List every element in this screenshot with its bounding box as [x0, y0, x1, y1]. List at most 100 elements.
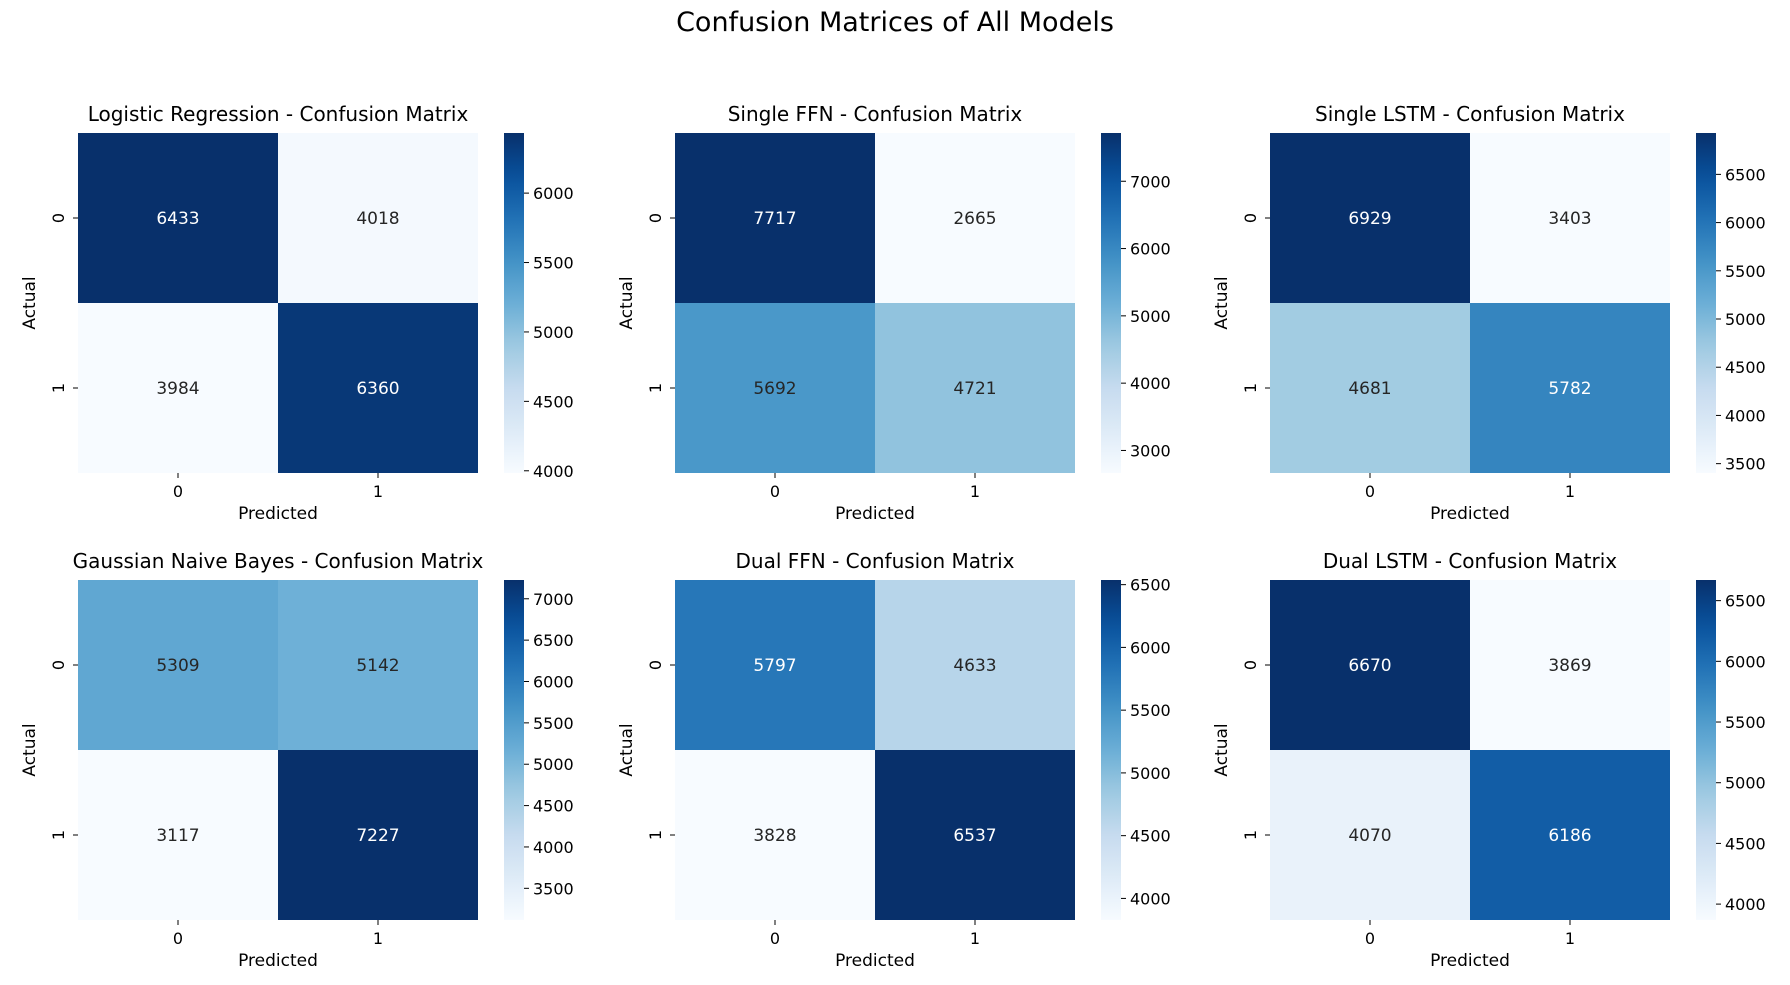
heatmap-cell — [1470, 303, 1670, 473]
y-tick-label: 1 — [646, 383, 665, 393]
x-tick-label: 0 — [770, 482, 780, 501]
heatmap-cell — [1270, 750, 1470, 920]
x-tick-label: 0 — [1365, 929, 1375, 948]
colorbar-tick-label: 4000 — [1725, 895, 1766, 914]
y-axis-label: Actual — [20, 276, 40, 329]
panel-title: Single FFN - Confusion Matrix — [728, 102, 1023, 126]
y-tick-label: 0 — [49, 213, 68, 223]
cell-value-label: 4721 — [953, 379, 996, 399]
colorbar-tick-label: 5000 — [1130, 307, 1171, 326]
colorbar-tick-label: 6500 — [533, 631, 574, 650]
colorbar-tick-label: 6000 — [1725, 652, 1766, 671]
heatmap-cell — [675, 580, 875, 750]
heatmap-cell — [875, 750, 1075, 920]
y-tick-label: 1 — [1241, 383, 1260, 393]
cell-value-label: 4633 — [953, 656, 996, 676]
colorbar — [504, 133, 524, 473]
cell-value-label: 6360 — [356, 379, 399, 399]
x-tick-label: 1 — [970, 929, 980, 948]
panel-title: Single LSTM - Confusion Matrix — [1315, 102, 1625, 126]
cell-value-label: 3984 — [156, 379, 199, 399]
heatmap-panel: Dual LSTM - Confusion Matrix 6670 3869 4070… — [1212, 549, 1766, 971]
colorbar-tick-label: 6000 — [533, 673, 574, 692]
colorbar-tick-label: 5500 — [1725, 713, 1766, 732]
cell-value-label: 5782 — [1548, 379, 1591, 399]
cell-value-label: 5692 — [753, 379, 796, 399]
colorbar — [504, 580, 524, 920]
heatmap-panel: Dual FFN - Confusion Matrix 5797 4633 3828 6… — [617, 549, 1171, 971]
x-axis-label: Predicted — [1430, 951, 1510, 971]
colorbar-tick-label: 7000 — [1130, 172, 1171, 191]
cell-value-label: 5142 — [356, 656, 399, 676]
x-axis-label: Predicted — [835, 951, 915, 971]
colorbar-tick-label: 4000 — [1130, 374, 1171, 393]
heatmap-panel: Logistic Regression - Confusion Matrix 64… — [20, 102, 574, 524]
colorbar-tick-label: 4500 — [533, 797, 574, 816]
colorbar-tick-label: 5500 — [533, 254, 574, 273]
heatmap-panels: Logistic Regression - Confusion Matrix 64… — [20, 102, 1766, 971]
colorbar-tick-label: 4500 — [1725, 834, 1766, 853]
heatmap-cell — [875, 580, 1075, 750]
heatmap-cell — [1470, 133, 1670, 303]
y-axis-label: Actual — [1212, 723, 1232, 776]
x-tick-label: 1 — [373, 482, 383, 501]
cell-value-label: 2665 — [953, 209, 996, 229]
y-tick-label: 1 — [1241, 830, 1260, 840]
heatmap-panel: Gaussian Naive Bayes - Confusion Matrix 5… — [20, 549, 574, 971]
colorbar-tick-label: 5000 — [1725, 774, 1766, 793]
y-tick-label: 1 — [49, 383, 68, 393]
panel-title: Gaussian Naive Bayes - Confusion Matrix — [73, 549, 484, 573]
colorbar-tick-label: 5500 — [533, 714, 574, 733]
heatmap-cell — [675, 750, 875, 920]
colorbar-tick-label: 6000 — [1725, 214, 1766, 233]
x-tick-label: 1 — [373, 929, 383, 948]
y-tick-label: 0 — [646, 213, 665, 223]
heatmap-cell — [278, 750, 478, 920]
colorbar — [1696, 580, 1716, 920]
x-tick-label: 0 — [1365, 482, 1375, 501]
colorbar-tick-label: 6000 — [533, 184, 574, 203]
colorbar-tick-label: 4500 — [533, 392, 574, 411]
panel-title: Dual LSTM - Confusion Matrix — [1323, 549, 1617, 573]
colorbar-tick-label: 6000 — [1130, 240, 1171, 259]
x-tick-label: 1 — [1565, 929, 1575, 948]
x-axis-label: Predicted — [238, 504, 318, 524]
heatmap-cell — [1470, 750, 1670, 920]
colorbar-tick-label: 4500 — [1725, 358, 1766, 377]
heatmap-panel: Single FFN - Confusion Matrix 7717 2665 569… — [617, 102, 1171, 524]
x-tick-label: 0 — [173, 482, 183, 501]
heatmap-cell — [875, 133, 1075, 303]
x-axis-label: Predicted — [1430, 504, 1510, 524]
y-tick-label: 0 — [1241, 660, 1260, 670]
colorbar-tick-label: 3500 — [1725, 455, 1766, 474]
cell-value-label: 6433 — [156, 209, 199, 229]
colorbar — [1696, 133, 1716, 473]
colorbar-tick-label: 6500 — [1725, 165, 1766, 184]
x-axis-label: Predicted — [835, 504, 915, 524]
colorbar-tick-label: 6500 — [1725, 592, 1766, 611]
heatmap-cell — [78, 750, 278, 920]
cell-value-label: 4681 — [1348, 379, 1391, 399]
cell-value-label: 5797 — [753, 656, 796, 676]
colorbar — [1101, 133, 1121, 473]
cell-value-label: 4018 — [356, 209, 399, 229]
heatmap-cell — [278, 580, 478, 750]
panel-title: Dual FFN - Confusion Matrix — [736, 549, 1015, 573]
heatmap-cell — [78, 580, 278, 750]
y-axis-label: Actual — [617, 276, 637, 329]
cell-value-label: 6186 — [1548, 826, 1591, 846]
x-tick-label: 0 — [173, 929, 183, 948]
colorbar-tick-label: 5000 — [1130, 764, 1171, 783]
colorbar-tick-label: 6000 — [1130, 638, 1171, 657]
cell-value-label: 6537 — [953, 826, 996, 846]
heatmap-cell — [78, 133, 278, 303]
y-axis-label: Actual — [617, 723, 637, 776]
cell-value-label: 3403 — [1548, 209, 1591, 229]
cell-value-label: 4070 — [1348, 826, 1391, 846]
colorbar-tick-label: 4000 — [1725, 406, 1766, 425]
x-tick-label: 1 — [1565, 482, 1575, 501]
cell-value-label: 3869 — [1548, 656, 1591, 676]
cell-value-label: 6929 — [1348, 209, 1391, 229]
cell-value-label: 7227 — [356, 826, 399, 846]
